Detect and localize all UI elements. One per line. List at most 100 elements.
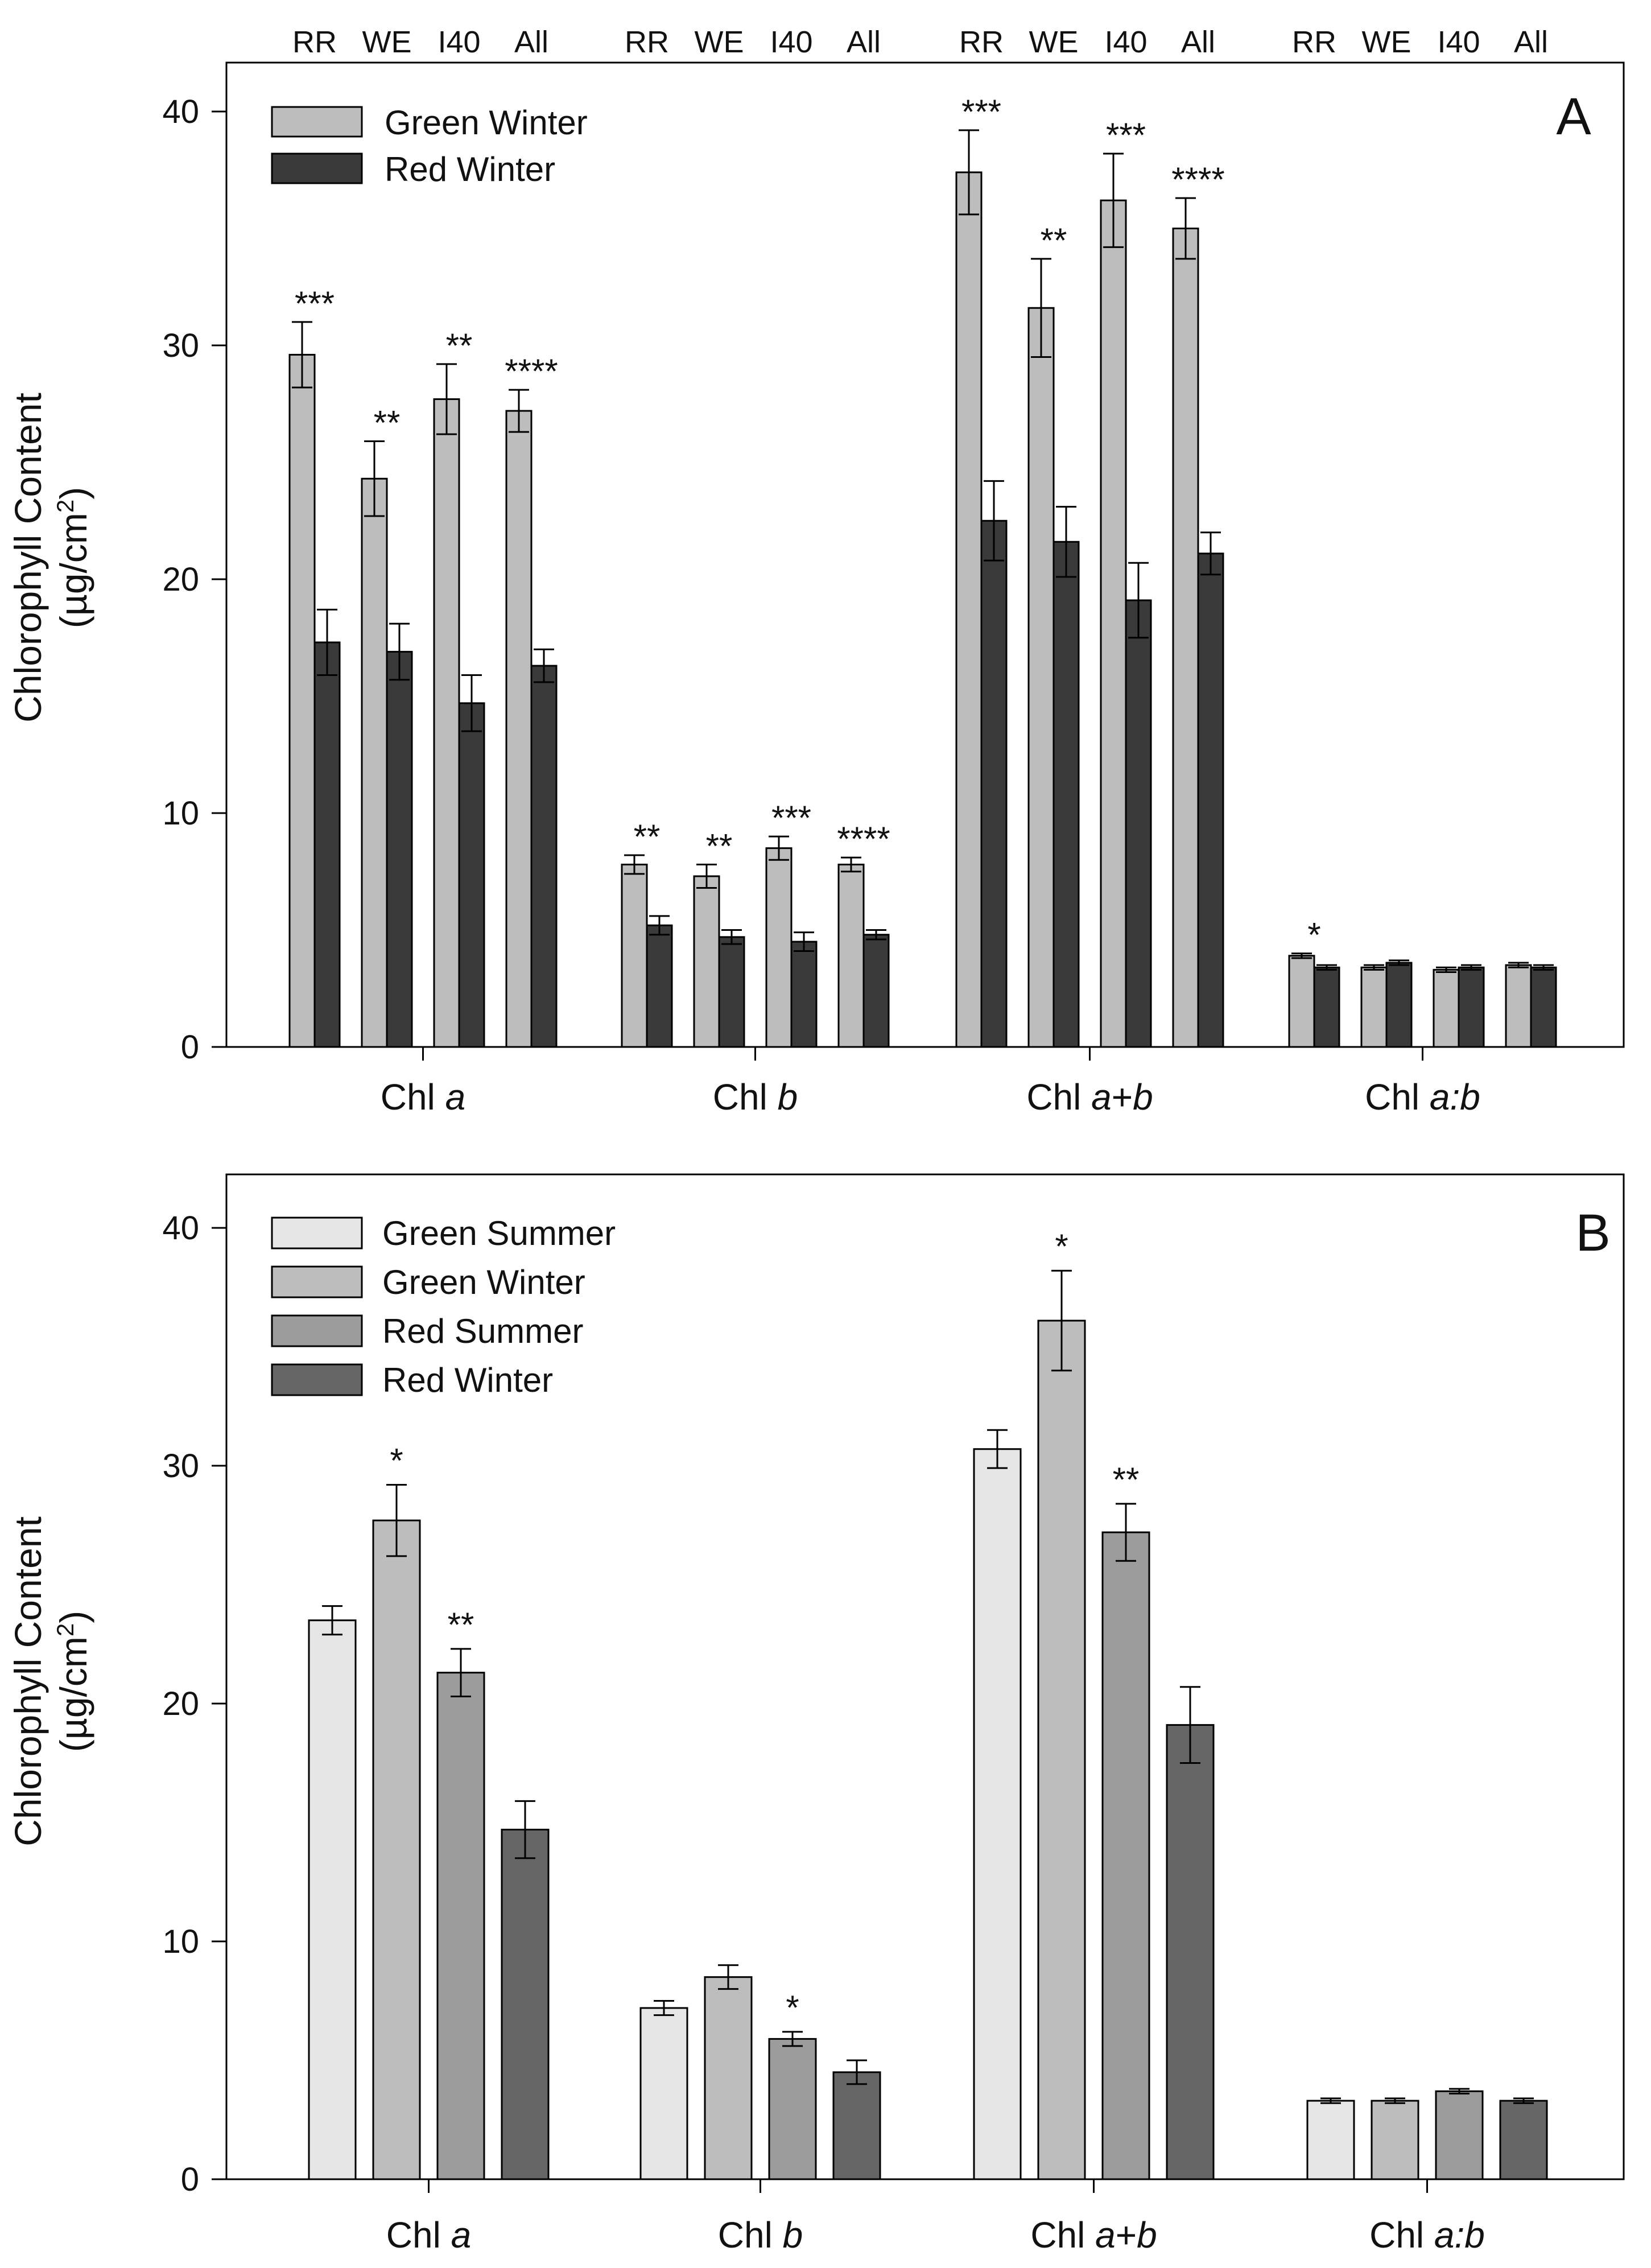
bar-green-winter <box>1433 968 1460 1048</box>
legend-swatch-green-winter <box>271 106 363 138</box>
y-axis-tick-label: 0 <box>181 1029 199 1066</box>
bar-red-winter <box>386 650 413 1048</box>
panel-a-bars <box>288 171 1557 1061</box>
significance-mark: *** <box>771 799 811 837</box>
bar-green-winter <box>372 1519 421 2180</box>
panel-b-category-label: Chl a <box>386 2215 471 2255</box>
panel-a-category-label: Chl a:b <box>1365 1077 1480 1117</box>
site-label: RR <box>1292 25 1336 59</box>
y-axis-tick-label: 30 <box>162 327 199 364</box>
site-label: All <box>847 25 881 59</box>
significance-mark: ** <box>706 827 733 865</box>
y-axis-tick-label: 40 <box>162 93 199 130</box>
panel-b-significance-marks: ******* <box>390 1227 1139 2027</box>
significance-mark: *** <box>1106 116 1146 154</box>
bar-red-winter <box>1052 541 1080 1048</box>
bar-red-winter <box>313 641 341 1048</box>
panel-b-error-bars <box>322 1269 1534 2104</box>
panel-b-legend: Green Summer Green Winter Red Summer Red… <box>271 1214 616 1399</box>
panel-a-category-labels: Chl a Chl b Chl a+b Chl a:b <box>381 1077 1480 1117</box>
bar-green-summer <box>973 1448 1022 2180</box>
panel-a-category-label: Chl a <box>381 1077 465 1117</box>
significance-mark: * <box>1307 916 1320 954</box>
legend-swatch-red-winter <box>271 152 363 184</box>
bar-green-winter <box>1288 955 1315 1048</box>
bar-green-winter <box>1360 966 1388 1048</box>
bar-red-winter <box>458 702 485 1048</box>
legend-label-red-winter: Red Winter <box>385 150 555 188</box>
significance-mark: **** <box>1171 160 1224 199</box>
site-label: WE <box>695 25 744 59</box>
panel-a: Chlorophyll Content (µg/cm2) 0 10 20 30 40 *… <box>7 25 1625 1117</box>
legend-label-green-summer: Green Summer <box>382 1214 616 1252</box>
site-label: WE <box>1029 25 1079 59</box>
panel-a-y-axis-label-line2: (µg/cm2) <box>52 487 95 628</box>
legend-label-green-winter: Green Winter <box>382 1263 585 1301</box>
panel-b-y-axis: 0 10 20 30 40 <box>162 1210 226 2198</box>
significance-mark: *** <box>961 93 1001 131</box>
panel-b-category-labels: Chl a Chl b Chl a+b Chl a:b <box>386 2215 1485 2255</box>
site-label: RR <box>292 25 337 59</box>
significance-mark: * <box>390 1441 403 1479</box>
panel-a-y-axis: 0 10 20 30 40 <box>162 93 226 1066</box>
site-label: WE <box>1362 25 1411 59</box>
site-label: WE <box>362 25 412 59</box>
bar-red-winter <box>862 934 890 1048</box>
significance-mark: ** <box>446 327 473 365</box>
site-label: I40 <box>437 25 480 59</box>
legend-label-red-summer: Red Summer <box>382 1312 583 1350</box>
significance-mark: *** <box>295 284 335 323</box>
bar-green-winter <box>765 847 793 1048</box>
legend-swatch-red-summer <box>271 1314 363 1347</box>
significance-mark: ** <box>1113 1461 1140 1499</box>
panel-b-letter: B <box>1575 1204 1610 1262</box>
bar-red-winter <box>832 2071 881 2180</box>
legend-swatch-green-winter <box>271 1265 363 1298</box>
bar-green-winter <box>837 863 865 1048</box>
site-label: All <box>1181 25 1215 59</box>
y-axis-tick-label: 20 <box>162 561 199 598</box>
significance-mark: ** <box>634 818 661 856</box>
site-label: I40 <box>1437 25 1480 59</box>
bar-green-winter <box>693 875 720 1048</box>
bar-red-winter <box>1499 2100 1548 2180</box>
panel-b: Chlorophyll Content (µg/cm2) 0 10 20 30 40 *… <box>7 1173 1625 2255</box>
bar-red-winter <box>790 941 818 1048</box>
site-label: All <box>514 25 548 59</box>
legend-swatch-green-summer <box>271 1217 363 1250</box>
significance-mark: **** <box>505 352 558 390</box>
panel-a-error-bars <box>292 129 1554 973</box>
bar-red-winter <box>980 519 1008 1048</box>
bar-red-winter <box>1313 966 1340 1048</box>
bar-red-winter <box>530 665 558 1048</box>
bar-green-winter <box>1100 199 1127 1048</box>
significance-mark: ** <box>1041 221 1067 259</box>
significance-mark: **** <box>837 820 890 858</box>
significance-mark: * <box>786 1989 799 2027</box>
panel-b-category-label: Chl a+b <box>1030 2215 1157 2255</box>
bar-red-summer <box>768 2038 817 2180</box>
bar-green-winter <box>1371 2100 1419 2180</box>
panel-a-y-axis-label-line1: Chlorophyll Content <box>7 393 49 723</box>
bar-red-winter <box>1458 966 1485 1048</box>
bar-red-winter <box>1197 552 1224 1048</box>
y-axis-tick-label: 40 <box>162 1210 199 1247</box>
bar-red-winter <box>718 936 745 1048</box>
panel-a-site-labels: RR WE I40 All RR WE I40 All RR WE I40 All RR WE I40 All <box>292 25 1548 59</box>
site-label: RR <box>959 25 1004 59</box>
bar-red-winter <box>501 1829 550 2180</box>
panel-a-plot-frame <box>225 61 1625 1048</box>
panel-a-category-label: Chl a+b <box>1026 1077 1153 1117</box>
panel-b-plot-frame <box>225 1173 1625 2180</box>
y-axis-tick-label: 30 <box>162 1448 199 1484</box>
panel-b-category-label: Chl b <box>718 2215 803 2255</box>
legend-label-red-winter: Red Winter <box>382 1361 553 1399</box>
bar-red-winter <box>1166 1724 1215 2180</box>
panel-b-bars <box>308 1319 1548 2193</box>
legend-label-green-winter: Green Winter <box>385 104 588 142</box>
bar-red-winter <box>1385 962 1413 1048</box>
legend-swatch-red-winter <box>271 1363 363 1396</box>
bar-green-winter <box>361 477 388 1048</box>
bar-green-winter <box>1172 228 1199 1048</box>
